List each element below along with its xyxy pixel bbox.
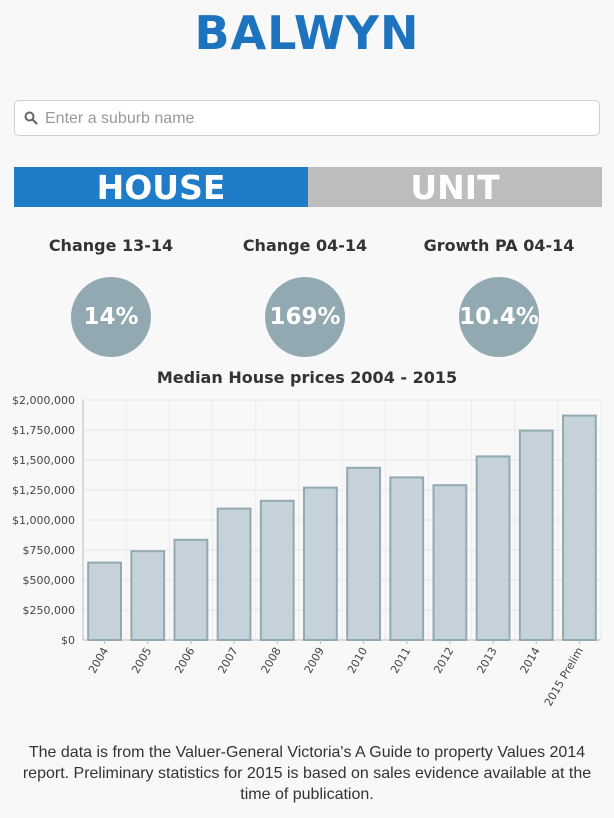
- property-type-tabs: HOUSE UNIT: [14, 167, 602, 207]
- x-tick-label: 2010: [345, 645, 370, 676]
- x-tick-label: 2005: [129, 645, 154, 676]
- x-tick-label: 2007: [215, 645, 240, 676]
- bar: [175, 540, 208, 640]
- y-tick-label: $2,000,000: [12, 394, 75, 407]
- x-tick-label: 2006: [172, 645, 197, 676]
- bar: [520, 431, 553, 640]
- bar: [218, 509, 251, 640]
- stat-value-circle: 169%: [265, 277, 345, 357]
- stat-value-circle: 10.4%: [459, 277, 539, 357]
- x-tick-label: 2014: [518, 645, 543, 676]
- bar: [563, 416, 596, 640]
- bar: [390, 477, 423, 640]
- bar: [131, 551, 164, 640]
- x-tick-label: 2004: [86, 645, 111, 676]
- x-tick-label: 2011: [388, 645, 413, 676]
- y-tick-label: $250,000: [23, 604, 76, 617]
- stat-label: Change 13-14: [21, 236, 201, 255]
- data-source-footnote: The data is from the Valuer-General Vict…: [10, 742, 604, 805]
- chart-title: Median House prices 2004 - 2015: [0, 368, 614, 387]
- x-tick-label: 2009: [302, 645, 327, 676]
- stat-change-04-14: Change 04-14 169%: [215, 236, 395, 357]
- y-tick-label: $0: [61, 634, 75, 647]
- y-tick-label: $1,000,000: [12, 514, 75, 527]
- stat-growth-pa-04-14: Growth PA 04-14 10.4%: [409, 236, 589, 357]
- x-tick-label: 2015 Prelim: [542, 645, 586, 708]
- tab-unit[interactable]: UNIT: [308, 167, 602, 207]
- stat-label: Change 04-14: [215, 236, 395, 255]
- tab-house[interactable]: HOUSE: [14, 167, 308, 207]
- x-tick-label: 2008: [259, 645, 284, 676]
- bar: [347, 468, 380, 640]
- median-price-bar-chart: $0 $250,000 $500,000 $750,000 $1,000,000 $1,2…: [0, 390, 614, 720]
- x-tick-label: 2012: [431, 645, 456, 676]
- y-tick-label: $1,500,000: [12, 454, 75, 467]
- bar: [477, 456, 510, 640]
- search-icon: [23, 110, 39, 126]
- x-tick-label: 2013: [474, 645, 499, 676]
- bar: [88, 563, 121, 640]
- bar: [434, 485, 467, 640]
- bar: [261, 501, 294, 640]
- suburb-search-input[interactable]: [43, 103, 597, 135]
- stat-value-circle: 14%: [71, 277, 151, 357]
- y-tick-label: $500,000: [23, 574, 76, 587]
- stat-change-13-14: Change 13-14 14%: [21, 236, 201, 357]
- y-tick-label: $750,000: [23, 544, 76, 557]
- bar: [304, 488, 337, 640]
- search-box[interactable]: [14, 100, 600, 136]
- y-tick-label: $1,750,000: [12, 424, 75, 437]
- stat-label: Growth PA 04-14: [409, 236, 589, 255]
- y-tick-label: $1,250,000: [12, 484, 75, 497]
- suburb-title: BALWYN: [0, 6, 614, 60]
